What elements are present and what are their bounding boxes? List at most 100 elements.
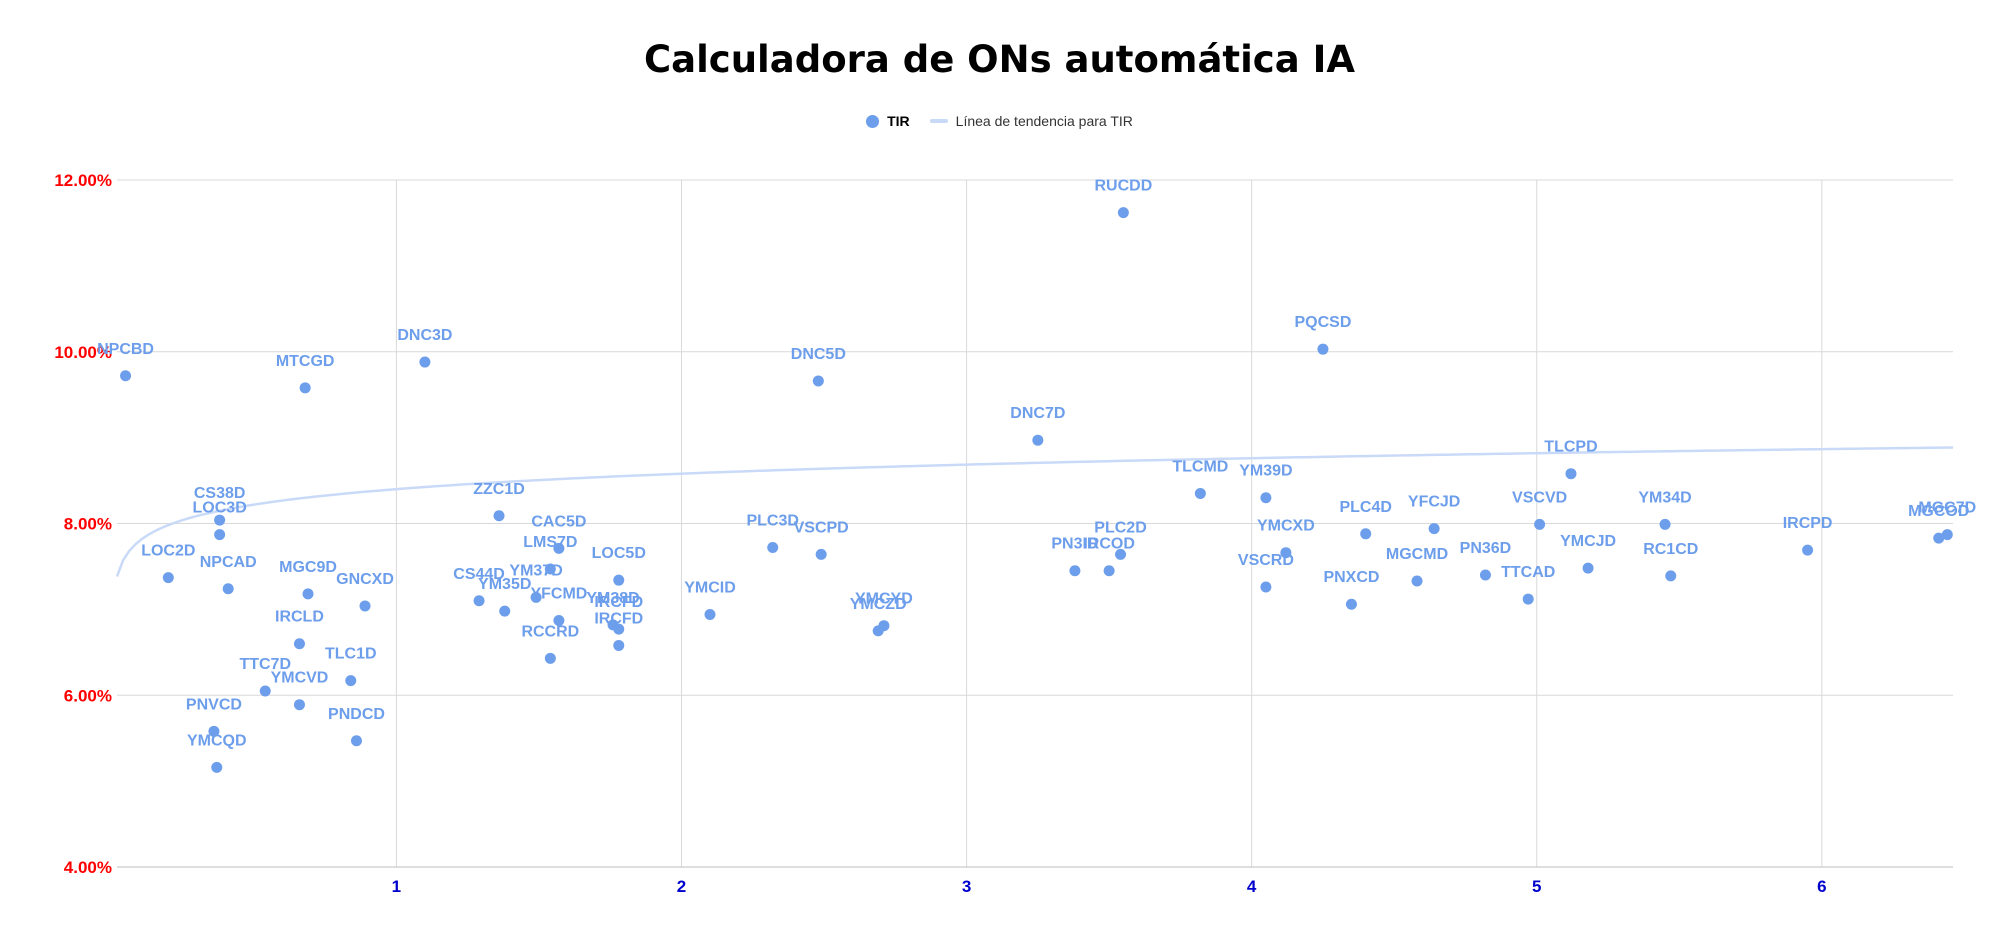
data-points [120, 207, 1953, 773]
data-point [293, 638, 305, 650]
data-point [812, 375, 824, 387]
data-label: PNVCD [186, 696, 242, 713]
x-axis-ticks: 1 2 3 4 5 6 [392, 877, 1827, 896]
data-label: IRCFD [594, 610, 643, 627]
data-label: YM37D [509, 562, 562, 579]
y-tick-label: 4.00% [64, 858, 112, 877]
data-label: YFCJD [1408, 494, 1460, 511]
data-label: PLC2D [1094, 519, 1146, 536]
data-label: MGCOD [1908, 503, 1969, 520]
x-tick-label: 4 [1247, 877, 1257, 896]
legend-series-marker [866, 114, 880, 128]
data-label: YM34D [1638, 489, 1691, 506]
data-point [1360, 528, 1372, 540]
data-label: PN36D [1460, 540, 1512, 557]
trendline-layer [115, 446, 1954, 577]
data-point [493, 510, 505, 522]
data-point [1115, 548, 1127, 560]
data-label: NPCBD [97, 341, 154, 358]
grid [117, 179, 1953, 868]
data-label: YMCVD [271, 670, 329, 687]
data-label: LOC2D [141, 543, 195, 560]
data-label: YMCQD [187, 732, 247, 749]
data-label: PLC4D [1339, 499, 1391, 516]
data-label: YMCZD [850, 596, 907, 613]
data-label: LMS7D [523, 534, 577, 551]
data-label: CAC5D [531, 513, 586, 530]
data-label: CS44D [453, 566, 505, 583]
data-label: IRCFD [594, 594, 643, 611]
chart-title: Calculadora de ONs automática IA [643, 38, 1355, 81]
data-point [530, 591, 542, 603]
data-point [419, 356, 431, 368]
data-point [1941, 529, 1953, 541]
data-point [1665, 570, 1677, 582]
data-label: TLCMD [1172, 458, 1228, 475]
y-tick-label: 6.00% [64, 686, 112, 705]
y-tick-label: 12.00% [54, 171, 112, 190]
data-point [214, 529, 226, 541]
x-tick-label: 1 [392, 877, 401, 896]
x-tick-label: 6 [1817, 877, 1826, 896]
data-point [208, 725, 220, 737]
data-point [259, 685, 271, 697]
data-label: LOC3D [193, 500, 247, 517]
y-tick-label: 10.00% [54, 343, 112, 362]
data-label: TTC7D [239, 656, 291, 673]
data-point [293, 699, 305, 711]
x-tick-label: 5 [1532, 877, 1541, 896]
data-point [299, 382, 311, 394]
data-point [350, 735, 362, 747]
data-label: YM39D [1239, 463, 1292, 480]
data-label: TTCAD [1501, 564, 1555, 581]
data-point [1103, 565, 1115, 577]
data-point [1345, 598, 1357, 610]
data-point [1032, 434, 1044, 446]
data-label: GNCXD [336, 571, 394, 588]
data-point [473, 595, 485, 607]
data-label: CS38D [194, 485, 246, 502]
data-label: DNC7D [1010, 405, 1065, 422]
data-point [1522, 593, 1534, 605]
legend-item-trendline[interactable]: Línea de tendencia para TIR [929, 113, 1133, 129]
data-point [1479, 569, 1491, 581]
x-tick-label: 3 [962, 877, 971, 896]
data-label: TLCPD [1544, 439, 1597, 456]
data-label: VSCRD [1238, 552, 1294, 569]
data-label: VSCVD [1512, 489, 1567, 506]
data-point [1534, 518, 1546, 530]
data-point [1411, 575, 1423, 587]
x-tick-label: 2 [677, 877, 686, 896]
data-label: YFCMD [530, 586, 587, 603]
legend-item-series[interactable]: TIR [866, 113, 910, 129]
y-axis-ticks: 4.00% 6.00% 8.00% 10.00% 12.00% [54, 171, 112, 877]
data-label: DNC5D [791, 346, 846, 363]
data-point [553, 542, 565, 554]
data-point [162, 572, 174, 584]
data-label: NPCAD [200, 554, 257, 571]
data-point [872, 625, 884, 637]
data-label: YMCYD [855, 591, 913, 608]
data-label: PLC3D [746, 513, 798, 530]
data-label: YMCXD [1257, 518, 1315, 535]
data-label: PNXCD [1323, 569, 1379, 586]
data-point [613, 574, 625, 586]
data-label: MGC9D [279, 559, 337, 576]
data-label: DNC3D [397, 327, 452, 344]
legend: TIR Línea de tendencia para TIR [0, 113, 1999, 129]
data-point [815, 548, 827, 560]
data-point [1802, 544, 1814, 556]
legend-series-label: TIR [887, 113, 910, 129]
data-label: MTCGD [276, 353, 335, 370]
data-point [1933, 532, 1945, 544]
data-label: RC1CD [1643, 541, 1698, 558]
data-point [1582, 562, 1594, 574]
trendline [115, 446, 1954, 577]
data-label: TLC1D [325, 646, 377, 663]
data-point [767, 542, 779, 554]
data-point [544, 563, 556, 575]
data-point [1659, 518, 1671, 530]
data-labels: NPCBD MTCGD DNC3D DNC5D RUCDD PQCSD DNC7D TLCPD… [97, 178, 1976, 750]
data-label: YMCID [684, 580, 736, 597]
